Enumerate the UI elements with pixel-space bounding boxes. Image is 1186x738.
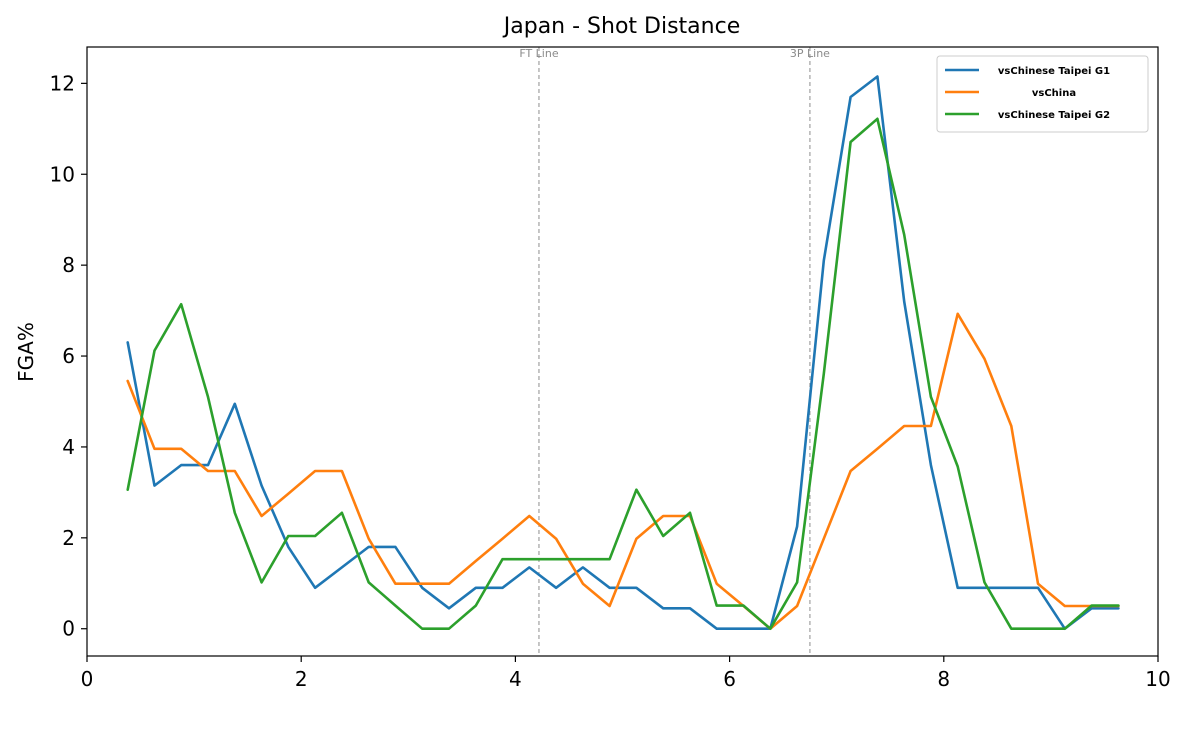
x-tick-label: 2 xyxy=(295,667,308,691)
y-tick-label: 0 xyxy=(62,617,75,641)
reference-line-label: FT Line xyxy=(519,47,559,60)
y-tick-label: 4 xyxy=(62,435,75,459)
legend-label: vsChina xyxy=(1032,88,1076,99)
legend-label: vsChinese Taipei G2 xyxy=(998,110,1110,121)
x-tick-label: 0 xyxy=(81,667,94,691)
y-tick-label: 8 xyxy=(62,253,75,277)
series-line xyxy=(126,117,1120,631)
plot-area-frame xyxy=(86,46,1159,657)
x-axis: 0 2 4 6 8 10 xyxy=(81,656,1171,691)
y-tick-label: 2 xyxy=(62,526,75,550)
series-line xyxy=(126,312,1120,631)
x-tick-label: 8 xyxy=(937,667,950,691)
series-lines xyxy=(126,75,1120,631)
legend: vsChinese Taipei G1 vsChina vsChinese Taip… xyxy=(936,55,1149,133)
legend-box xyxy=(936,55,1149,133)
x-tick-label: 6 xyxy=(723,667,736,691)
y-axis-label: FGA% xyxy=(14,322,38,382)
series-line xyxy=(126,75,1120,631)
reference-line-label: 3P Line xyxy=(790,47,830,60)
x-tick-label: 10 xyxy=(1145,667,1170,691)
y-axis: 0 2 4 6 8 10 12 xyxy=(50,71,87,641)
y-tick-label: 6 xyxy=(62,344,75,368)
y-tick-label: 12 xyxy=(50,71,75,95)
y-tick-label: 10 xyxy=(50,162,75,186)
reference-lines: FT Line 3P Line xyxy=(519,47,830,656)
legend-label: vsChinese Taipei G1 xyxy=(998,66,1110,77)
x-tick-label: 4 xyxy=(509,667,522,691)
chart-title: Japan - Shot Distance xyxy=(502,14,740,39)
